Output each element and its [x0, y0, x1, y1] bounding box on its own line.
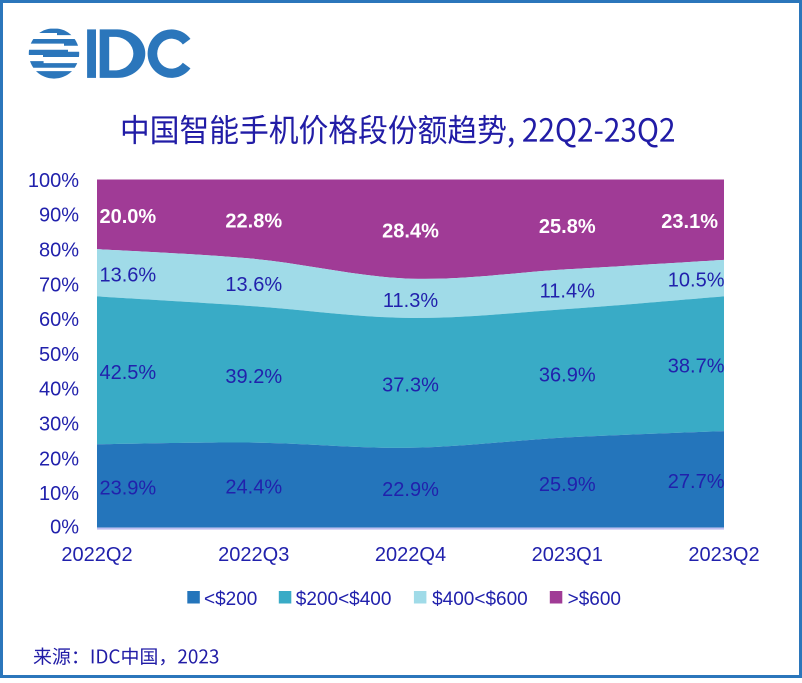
svg-text:100%: 100%	[28, 170, 79, 192]
svg-text:$200<$400: $200<$400	[296, 589, 392, 610]
svg-text:40%: 40%	[39, 379, 79, 401]
svg-text:36.9%: 36.9%	[539, 365, 596, 387]
svg-text:38.7%: 38.7%	[668, 355, 725, 377]
svg-text:23.9%: 23.9%	[100, 477, 157, 499]
svg-text:20%: 20%	[39, 448, 79, 470]
svg-text:42.5%: 42.5%	[100, 362, 157, 384]
svg-text:2023Q2: 2023Q2	[688, 544, 759, 566]
svg-text:80%: 80%	[39, 240, 79, 262]
svg-text:30%: 30%	[39, 414, 79, 436]
svg-text:24.4%: 24.4%	[225, 477, 282, 499]
svg-text:25.9%: 25.9%	[539, 474, 596, 496]
svg-text:37.3%: 37.3%	[382, 374, 439, 396]
svg-text:13.6%: 13.6%	[225, 274, 282, 296]
svg-text:25.8%: 25.8%	[539, 216, 596, 238]
svg-text:39.2%: 39.2%	[225, 366, 282, 388]
svg-text:>$600: >$600	[568, 589, 621, 610]
svg-text:20.0%: 20.0%	[100, 206, 157, 228]
svg-text:0%: 0%	[50, 517, 79, 539]
svg-text:11.4%: 11.4%	[540, 281, 595, 303]
svg-text:27.7%: 27.7%	[668, 471, 725, 493]
svg-text:23.1%: 23.1%	[661, 211, 718, 233]
svg-text:90%: 90%	[39, 205, 79, 227]
svg-text:<$200: <$200	[204, 589, 257, 610]
svg-text:$400<$600: $400<$600	[432, 589, 528, 610]
svg-text:11.3%: 11.3%	[383, 290, 438, 312]
svg-text:70%: 70%	[39, 274, 79, 296]
svg-text:2022Q2: 2022Q2	[61, 544, 132, 566]
svg-text:2022Q3: 2022Q3	[218, 544, 289, 566]
svg-text:2022Q4: 2022Q4	[375, 544, 446, 566]
svg-text:28.4%: 28.4%	[382, 221, 439, 243]
svg-text:60%: 60%	[39, 309, 79, 331]
svg-text:2023Q1: 2023Q1	[532, 544, 603, 566]
svg-text:10.5%: 10.5%	[668, 270, 725, 292]
svg-text:50%: 50%	[39, 344, 79, 366]
svg-text:22.9%: 22.9%	[382, 479, 439, 501]
svg-text:22.8%: 22.8%	[225, 211, 282, 233]
svg-text:13.6%: 13.6%	[100, 264, 157, 286]
svg-text:10%: 10%	[39, 483, 79, 505]
